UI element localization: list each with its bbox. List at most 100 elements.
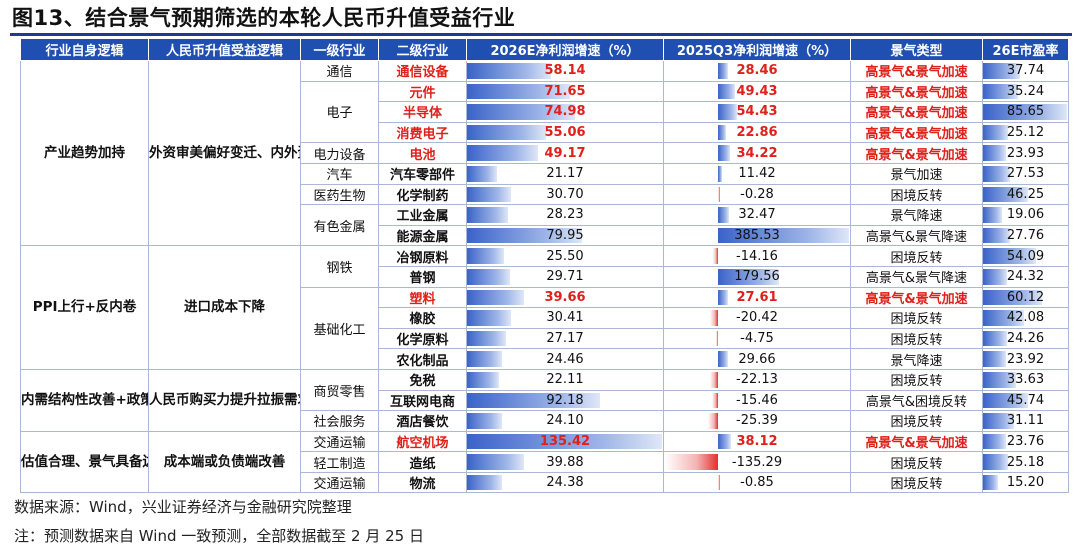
pe-26e-cell: 23.76 [982,430,1069,453]
pe-26e-cell: 42.08 [982,307,1069,329]
growth-2025q3-value: -135.29 [731,454,783,470]
table-row: 估值合理、景气具备边际改善动力成本端或负债端改善交通运输航空机场135.4238… [20,430,1069,494]
boom-type-cell: 高景气&景气加速 [850,60,983,82]
growth-2025q3-bar [712,248,719,264]
pe-26e-value: 46.25 [1006,186,1045,202]
growth-2025q3-bar [718,268,780,285]
growth-2026e-bar [467,392,600,409]
growth-2026e-bar [467,186,512,203]
industry2-cell: 航空机场 [378,430,467,453]
header-growth-2026e: 2026E净利润增速（%） [466,38,664,61]
pe-26e-cell: 24.32 [982,265,1069,288]
pe-26e-cell: 25.18 [982,451,1069,473]
growth-2026e-value: 29.71 [546,269,584,285]
growth-2025q3-cell: 54.43 [663,101,851,123]
growth-2026e-cell: 55.06 [466,121,664,144]
growth-2025q3-bar [710,310,719,326]
pe-26e-cell: 23.93 [982,142,1069,164]
page-title: 图13、结合景气预期筛选的本轮人民币升值受益行业 [12,6,516,30]
pe-26e-value: 23.92 [1006,351,1045,367]
pe-26e-bar [983,289,1042,306]
growth-2026e-bar [467,207,508,223]
pe-26e-bar [983,104,1067,120]
pe-26e-value: 85.65 [1006,104,1045,120]
pe-26e-value: 25.18 [1006,454,1045,470]
growth-2025q3-bar [708,413,719,429]
boom-type-cell: 困境反转 [850,471,983,494]
growth-2025q3-value: 22.86 [736,125,778,141]
growth-2025q3-cell: 385.53 [663,224,851,247]
pe-26e-value: 24.32 [1006,269,1045,285]
growth-2026e-value: 39.66 [544,289,586,305]
pe-26e-value: 25.12 [1006,125,1045,141]
industry1-cell: 汽车 [300,162,379,185]
pe-26e-value: 33.63 [1006,372,1045,388]
growth-2026e-value: 21.17 [546,166,584,182]
table-row: 有色金属 工业金属 28.23 32.47 景气降速 19.06 [21,204,1069,247]
growth-2026e-cell: 92.18 [466,389,664,412]
pe-26e-bar [983,433,1007,450]
growth-2025q3-cell: 29.66 [663,348,851,370]
boom-type-cell: 高景气&景气加速 [850,121,983,144]
industry2-cell: 物流 [378,471,467,494]
growth-2025q3-cell: 28.46 [663,60,851,82]
industry2-cell: 化学原料 [378,327,467,350]
remark-note: 注：预测数据来自 Wind 一致预测，全部数据截至 2 月 25 日 [14,527,424,545]
pe-26e-value: 23.76 [1006,433,1045,449]
table-row: 电力设备 电池 49.17 34.22 高景气&景气加速 23.93 [21,142,1069,164]
growth-2026e-bar [467,351,503,367]
growth-2026e-cell: 79.95 [466,224,664,247]
growth-2025q3-bar [718,227,849,244]
growth-2026e-cell: 74.98 [466,101,664,123]
growth-2026e-cell: 29.71 [466,265,664,288]
growth-2026e-bar [467,474,503,491]
growth-2026e-value: 24.38 [546,475,584,491]
pe-26e-cell: 35.24 [982,80,1069,103]
table-row: 医药生物 化学制药 30.70 -0.28 困境反转 46.25 [21,183,1069,206]
table-row: 普钢 29.71 179.56 高景气&景气降速 24.32 [21,265,1069,288]
table-row: 橡胶 30.41 -20.42 困境反转 42.08 [21,307,1069,329]
title-rule [10,33,1072,36]
growth-2025q3-value: 29.66 [738,351,776,367]
pe-26e-bar [983,207,1002,223]
industry1-cell: 交通运输 [300,430,379,453]
growth-2025q3-value: 11.42 [738,166,776,182]
boom-type-cell: 景气降速 [850,348,983,370]
growth-2026e-cell: 39.88 [466,451,664,473]
growth-2026e-cell: 49.17 [466,142,664,164]
table-row: 汽车 汽车零部件 21.17 11.42 景气加速 27.53 [21,162,1069,185]
group-logic-cell: PPI上行+反内卷 [20,245,149,370]
growth-2026e-value: 27.17 [546,331,584,347]
pe-26e-value: 37.74 [1006,63,1045,79]
table-row: 电子 元件 71.65 49.43 高景气&景气加速 35.24 [21,80,1069,144]
growth-2026e-bar [467,145,538,161]
industry2-cell: 普钢 [378,265,467,288]
growth-2025q3-value: 54.43 [736,104,778,120]
growth-2025q3-cell: 179.56 [663,265,851,288]
header-growth-2025q3: 2025Q3净利润增速（%） [663,38,851,61]
growth-2026e-value: 28.23 [546,207,584,223]
boom-type-cell: 高景气&景气加速 [850,286,983,309]
industry-table: 行业自身逻辑 人民币升值受益逻辑 一级行业 二级行业 2026E净利润增速（%）… [20,38,1069,494]
industry2-cell: 电池 [378,142,467,164]
group-rmb-logic-cell: 外资审美偏好变迁、内外资共识较强 [148,59,301,247]
growth-2025q3-bar [718,104,737,120]
table-row: 内需结构性改善+政策倾斜人民币购买力提升拉振需求商贸零售免税 22.11 -22.1… [20,368,1069,432]
pe-26e-value: 15.20 [1006,475,1045,491]
boom-type-cell: 高景气&景气加速 [850,101,983,123]
growth-2025q3-bar [716,330,719,347]
growth-2026e-value: 79.95 [546,228,584,244]
header-pe-26e: 26E市盈率 [982,38,1069,61]
growth-2025q3-cell: -22.13 [663,368,851,391]
industry2-cell: 能源金属 [378,224,467,247]
boom-type-cell: 困境反转 [850,327,983,350]
pe-26e-cell: 27.76 [982,224,1069,247]
pe-26e-cell: 54.09 [982,245,1069,267]
growth-2026e-value: 71.65 [544,83,586,99]
pe-26e-bar [983,392,1028,409]
growth-2026e-cell: 39.66 [466,286,664,309]
growth-2025q3-cell: 11.42 [663,162,851,185]
industry2-cell: 工业金属 [378,204,467,226]
growth-2025q3-value: -0.28 [740,186,774,202]
table-header-row: 行业自身逻辑 人民币升值受益逻辑 一级行业 二级行业 2026E净利润增速（%）… [20,38,1069,61]
